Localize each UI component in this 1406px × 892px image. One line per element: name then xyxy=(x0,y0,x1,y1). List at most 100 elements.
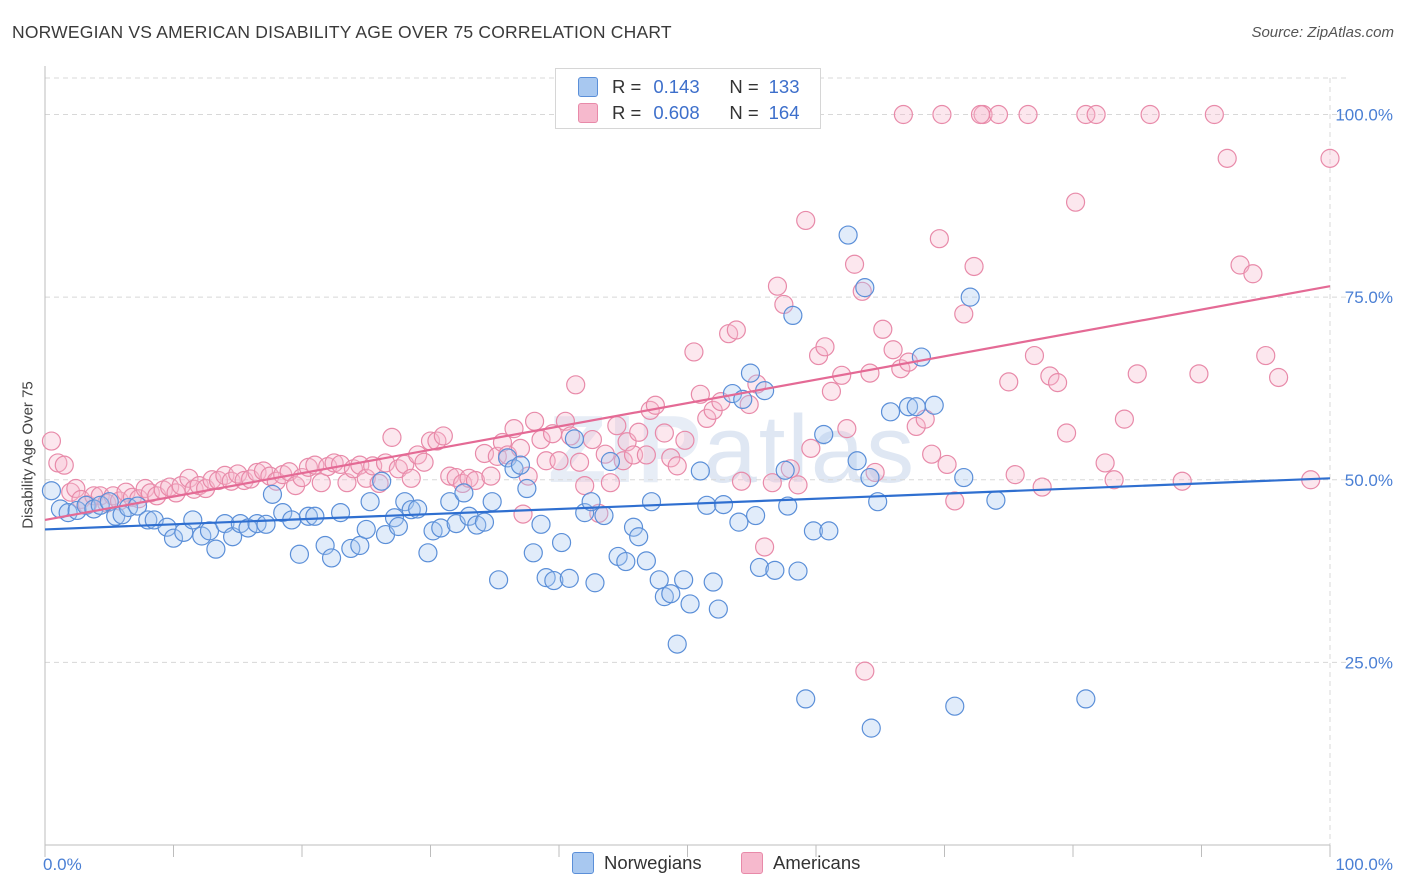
american-point xyxy=(954,304,974,324)
norwegian-point xyxy=(855,278,875,298)
norwegian-point xyxy=(544,570,564,591)
norwegian-point xyxy=(298,506,319,526)
american-point xyxy=(821,381,842,401)
norwegian-point xyxy=(256,514,276,534)
norwegian-point xyxy=(559,568,579,588)
american-point xyxy=(1140,104,1160,125)
norwegian-point xyxy=(423,521,443,541)
american-point xyxy=(629,422,649,442)
american-point xyxy=(1256,345,1276,366)
american-point xyxy=(932,104,952,125)
american-point xyxy=(1065,192,1086,212)
american-point xyxy=(1127,364,1147,384)
legend-label: Americans xyxy=(773,852,861,873)
norwegian-point xyxy=(898,397,919,417)
american-point xyxy=(41,431,62,451)
r-value: 0.143 xyxy=(653,76,700,97)
americans-points xyxy=(41,104,1340,681)
american-point xyxy=(645,395,665,415)
norwegian-point xyxy=(838,225,858,245)
norwegian-point xyxy=(489,570,509,590)
norwegian-point xyxy=(778,496,798,516)
norwegian-point xyxy=(360,492,380,512)
norwegian-point xyxy=(431,518,451,538)
american-point xyxy=(481,466,501,486)
american-point xyxy=(1018,104,1038,125)
norwegian-point xyxy=(765,560,785,580)
american-point xyxy=(1320,148,1340,168)
american-point xyxy=(1047,373,1068,393)
norwegian-point xyxy=(629,527,649,547)
norwegian-point xyxy=(388,516,408,537)
american-point xyxy=(988,104,1009,125)
norwegian-point xyxy=(880,402,901,422)
american-point xyxy=(844,254,865,274)
norwegian-point xyxy=(924,395,944,415)
legend-item-americans[interactable]: Americans xyxy=(741,852,860,874)
norwegian-point xyxy=(911,347,931,367)
norwegians-trend-line xyxy=(44,477,1331,531)
norwegian-point xyxy=(262,484,283,504)
norwegian-point xyxy=(418,543,438,563)
american-point xyxy=(865,462,885,483)
tick-labels: 25.0% 50.0% 75.0% 100.0% 0.0% 100.0% xyxy=(43,106,1393,874)
american-point xyxy=(66,478,86,499)
american-point xyxy=(815,337,835,357)
norwegian-point xyxy=(945,696,965,716)
norwegian-point xyxy=(289,544,310,564)
american-point xyxy=(513,504,533,524)
american-point xyxy=(566,375,586,395)
norwegian-point xyxy=(661,584,681,604)
norwegian-point xyxy=(1076,689,1096,709)
american-point xyxy=(54,455,74,475)
american-point xyxy=(1217,148,1237,168)
american-point xyxy=(1076,104,1096,125)
trend-lines xyxy=(44,285,1331,531)
norwegian-point xyxy=(315,535,335,556)
american-point xyxy=(837,419,857,439)
american-point xyxy=(510,438,531,458)
american-point xyxy=(465,470,486,491)
american-point xyxy=(401,468,421,488)
american-point xyxy=(1024,345,1045,366)
american-point xyxy=(767,276,788,296)
americans-swatch xyxy=(741,852,763,874)
american-point xyxy=(883,340,903,360)
norwegian-point xyxy=(986,490,1006,510)
norwegian-point xyxy=(517,478,537,499)
n-value: 164 xyxy=(768,102,800,123)
y-tick-label: 100.0% xyxy=(1335,106,1393,125)
american-point xyxy=(1172,471,1192,491)
american-point xyxy=(1104,470,1124,490)
chart-title: NORWEGIAN VS AMERICAN DISABILITY AGE OVE… xyxy=(12,22,672,42)
norwegian-point xyxy=(440,492,460,512)
norwegian-point xyxy=(206,539,226,559)
american-point xyxy=(675,430,695,450)
americans-trend-line xyxy=(44,285,1331,522)
norwegian-point xyxy=(954,467,974,488)
american-point xyxy=(71,489,91,510)
american-point xyxy=(1086,104,1106,125)
american-point xyxy=(731,471,752,491)
x-tick-label: 100.0% xyxy=(1335,855,1393,874)
norwegian-point xyxy=(600,451,621,472)
y-tick-label: 75.0% xyxy=(1345,288,1393,307)
legend-item-norwegians[interactable]: Norwegians xyxy=(572,852,702,874)
norwegian-point xyxy=(746,505,766,526)
norwegian-point xyxy=(594,505,614,526)
american-point xyxy=(414,452,434,472)
norwegian-point xyxy=(680,594,700,614)
american-point xyxy=(999,372,1019,392)
r-label: R = xyxy=(612,102,642,123)
american-point xyxy=(860,363,880,383)
american-point xyxy=(1268,367,1289,388)
american-point xyxy=(684,342,704,362)
american-point xyxy=(796,210,816,231)
x-tick-label: 0.0% xyxy=(43,855,82,874)
norwegian-point xyxy=(847,451,867,471)
norwegian-point xyxy=(523,543,543,563)
american-point xyxy=(852,281,872,301)
american-point xyxy=(582,429,603,450)
norwegian-point xyxy=(474,512,495,532)
american-point xyxy=(382,427,402,447)
